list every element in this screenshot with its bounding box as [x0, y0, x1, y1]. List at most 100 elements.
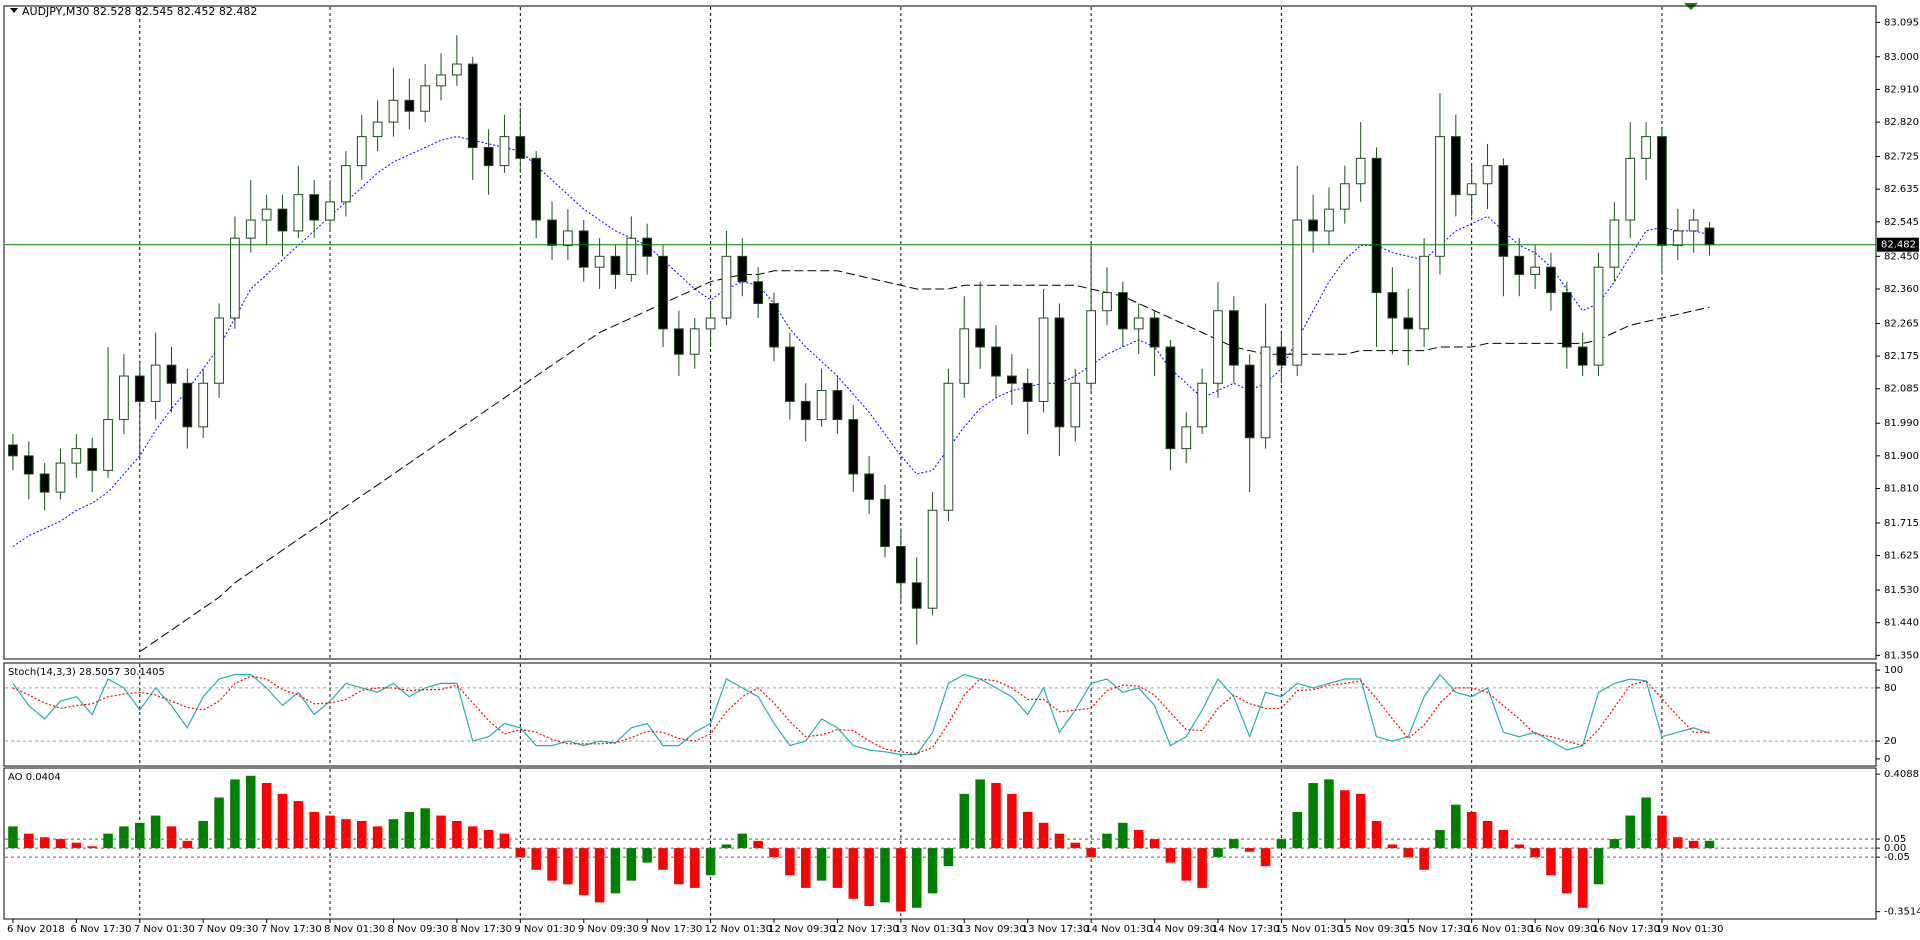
ao-bar	[1292, 811, 1303, 849]
ao-bar	[1165, 848, 1176, 863]
candle-body	[864, 473, 875, 500]
candle-body	[499, 136, 510, 167]
ao-bar	[1387, 844, 1398, 849]
x-tick-label: 6 Nov 17:30	[70, 924, 131, 935]
candle-body	[531, 157, 542, 221]
candle-body	[975, 328, 986, 348]
candle-body	[1625, 157, 1636, 221]
candle-body	[991, 346, 1001, 377]
candle-body	[1260, 346, 1271, 439]
ao-bar	[991, 783, 1001, 849]
candle-body	[1657, 136, 1667, 246]
panel-title: Stoch(14,3,3) 28.5057 30.1405	[8, 667, 165, 678]
ao-bar	[896, 848, 906, 912]
candle-body	[420, 85, 431, 112]
ao-bar	[436, 815, 446, 849]
candle-body	[959, 328, 970, 384]
x-tick-label: 7 Nov 01:30	[134, 924, 195, 935]
ao-bar	[1324, 779, 1334, 849]
ao-bar	[71, 842, 82, 849]
ao-bar	[1482, 820, 1493, 849]
candle-body	[642, 237, 653, 257]
ao-bar	[911, 848, 922, 908]
candle-body	[1165, 346, 1176, 450]
ao-bar	[372, 826, 383, 849]
ao-bar	[880, 848, 890, 903]
ao-bar	[1577, 848, 1588, 908]
candle-body	[1672, 230, 1683, 246]
ao-bar	[467, 826, 478, 849]
candle-body	[578, 230, 589, 268]
candle-body	[1450, 136, 1461, 196]
candle-body	[753, 281, 764, 304]
symbol-menu-icon[interactable]	[10, 8, 18, 13]
y-tick-label: 82.360	[1884, 284, 1919, 295]
x-tick-label: 13 Nov 17:30	[1022, 924, 1089, 935]
candle-body	[1339, 183, 1350, 210]
candle-body	[1355, 157, 1366, 185]
y-tick-label: 82.545	[1884, 217, 1919, 228]
x-tick-label: 15 Nov 09:30	[1339, 924, 1406, 935]
candle-body	[1054, 317, 1065, 428]
ao-bar	[848, 848, 859, 899]
candle-body	[1435, 136, 1445, 257]
ao-bar	[214, 797, 224, 849]
candle-body	[119, 375, 129, 421]
candle-body	[737, 255, 748, 283]
candle-body	[1149, 317, 1160, 348]
y-tick-label: 81.440	[1884, 618, 1919, 629]
candle-body	[1561, 292, 1572, 348]
ao-bar	[1229, 839, 1239, 849]
x-tick-label: 19 Nov 01:30	[1656, 924, 1723, 935]
ao-bar	[864, 848, 874, 906]
candle-body	[1482, 165, 1493, 185]
ao-bar	[24, 833, 34, 849]
ao-bar	[1451, 804, 1461, 849]
y-tick-label: 82.085	[1884, 384, 1919, 395]
ao-bar	[103, 833, 113, 849]
candle-body	[1181, 426, 1192, 450]
candle-body	[1546, 266, 1556, 294]
price-label-box	[1877, 237, 1919, 252]
candle-body	[1704, 227, 1715, 246]
y-tick-label: 81.625	[1884, 551, 1919, 562]
ao-bar	[1657, 815, 1667, 849]
ao-bar	[325, 815, 335, 849]
candle-body	[1514, 255, 1525, 275]
candle-body	[55, 462, 66, 493]
candle-body	[721, 255, 732, 319]
x-tick-label: 12 Nov 01:30	[705, 924, 772, 935]
x-tick-label: 7 Nov 17:30	[261, 924, 322, 935]
ao-bar	[309, 811, 319, 849]
candle-body	[293, 194, 304, 232]
x-tick-label: 12 Nov 17:30	[832, 924, 899, 935]
ao-bar	[769, 848, 779, 858]
ao-bar	[737, 833, 748, 849]
ao-bar	[800, 848, 811, 888]
ao-bar	[515, 848, 526, 858]
candle-body	[800, 400, 811, 421]
candle-body	[467, 63, 478, 148]
y-tick-label: 100	[1884, 665, 1903, 676]
panel-title: AO 0.0404	[8, 772, 61, 783]
candle-body	[927, 509, 938, 609]
candle-body	[325, 201, 335, 221]
x-tick-label: 6 Nov 2018	[7, 924, 65, 935]
candle-body	[943, 382, 954, 511]
ao-bar	[1530, 848, 1540, 858]
ao-bar	[578, 848, 589, 896]
candle-body	[911, 582, 922, 609]
y-tick-label: 82.175	[1884, 351, 1919, 362]
y-tick-label: 81.990	[1884, 418, 1919, 429]
ao-bar	[721, 844, 732, 849]
ao-bar	[150, 815, 161, 849]
ao-bar	[1340, 790, 1350, 849]
candle-body	[388, 99, 399, 123]
candle-body	[39, 473, 50, 493]
y-tick-label: 82.910	[1884, 84, 1919, 95]
candle-body	[103, 419, 113, 471]
ao-bar	[277, 793, 288, 849]
ao-bar	[832, 848, 843, 888]
ao-bar	[547, 848, 557, 881]
price-label: 82.482	[1881, 240, 1916, 251]
